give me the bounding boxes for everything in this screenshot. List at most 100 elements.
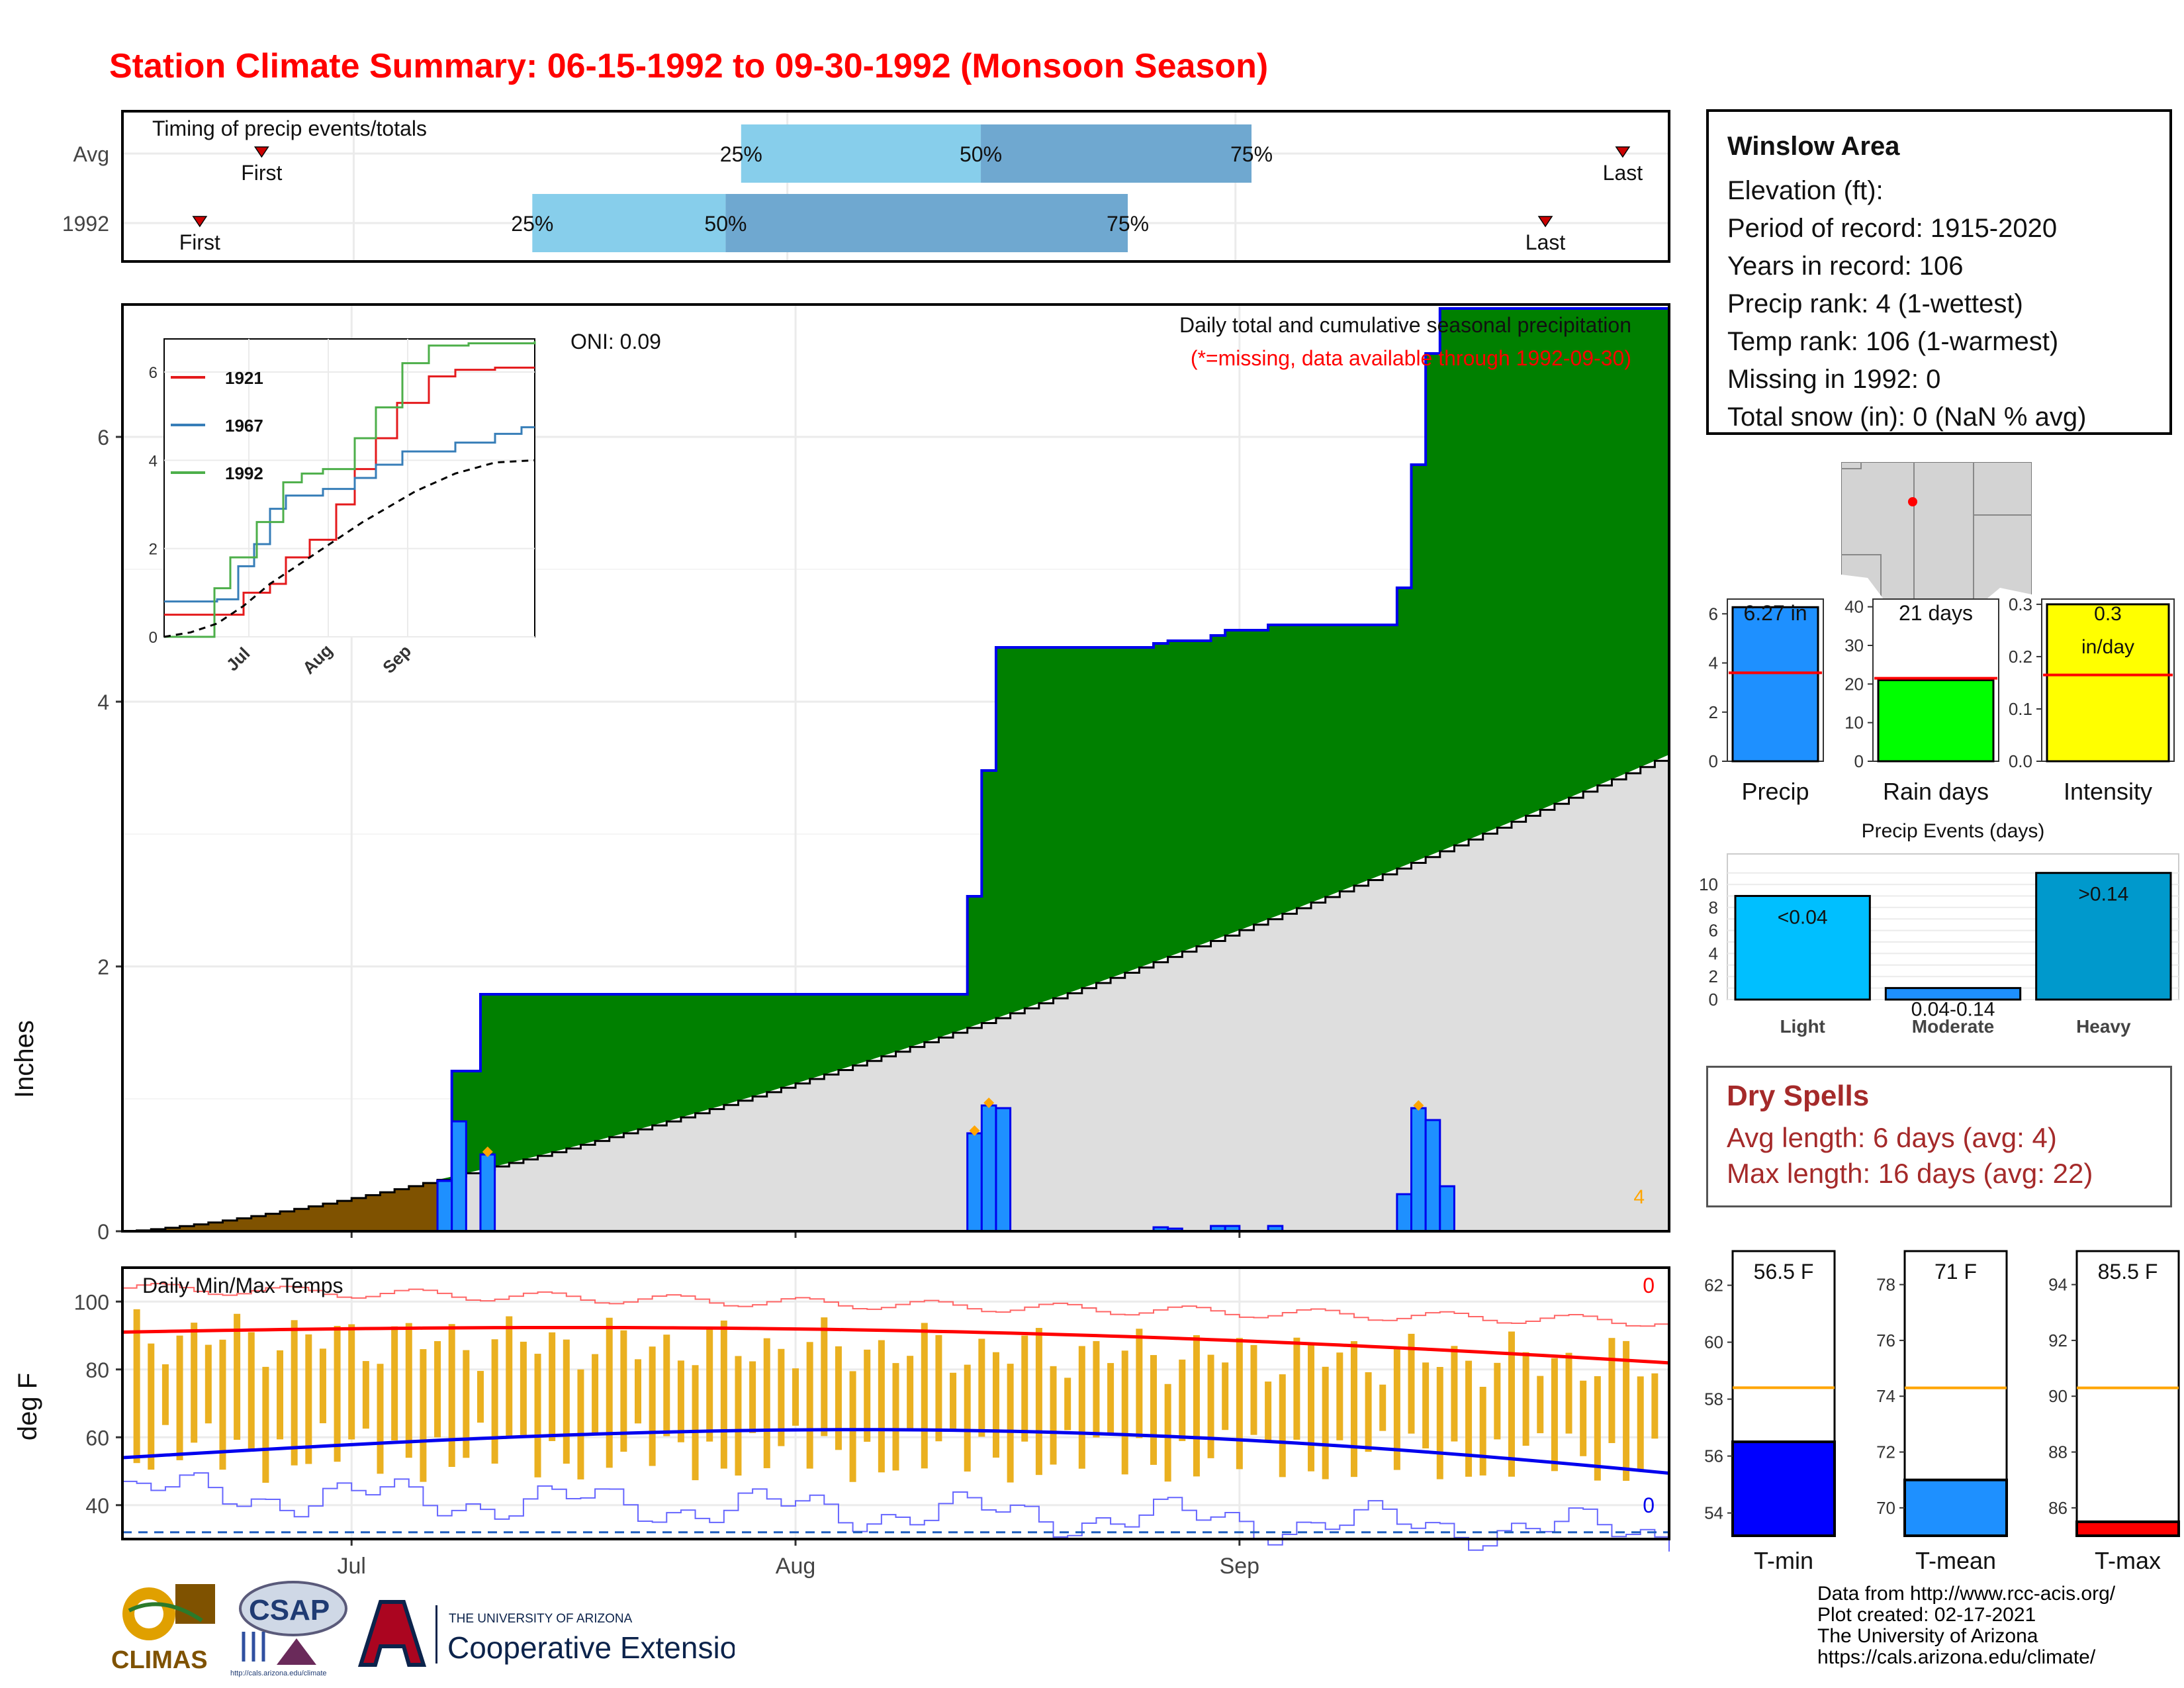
precip-marker bbox=[983, 1098, 995, 1108]
cumulative-avg-early-area bbox=[122, 1180, 452, 1231]
daily-temp-bar bbox=[334, 1326, 341, 1462]
daily-temp-bar bbox=[563, 1339, 570, 1464]
csap-url: http://cals.arizona.edu/climate bbox=[230, 1669, 327, 1677]
timing-pct-label: 75% bbox=[1230, 142, 1273, 166]
daily-temp-bar bbox=[1537, 1376, 1544, 1434]
daily-temp-bar bbox=[649, 1346, 656, 1466]
daily-temp-bar bbox=[148, 1343, 155, 1470]
tempbar-ytick-label: 58 bbox=[1704, 1389, 1723, 1409]
daily-temp-bar bbox=[1522, 1352, 1529, 1446]
daily-temp-bar bbox=[1494, 1362, 1501, 1440]
tempbar-ytick-label: 70 bbox=[1876, 1498, 1895, 1518]
daily-temp-bar bbox=[1236, 1338, 1243, 1470]
temp-frame bbox=[121, 1266, 1670, 1540]
daily-temp-bar bbox=[133, 1309, 140, 1464]
events-bar bbox=[1734, 894, 1871, 1001]
daily-temp-bar bbox=[1064, 1378, 1071, 1430]
temp-ytick-label: 60 bbox=[85, 1426, 109, 1450]
events-bar bbox=[1884, 987, 2022, 1001]
daily-temp-bar bbox=[778, 1348, 785, 1446]
minibar-ytick-label: 0 bbox=[1709, 751, 1718, 771]
main-ylabel: Inches bbox=[10, 1020, 39, 1098]
station-name: Winslow Area bbox=[1727, 132, 1900, 161]
inset-ytick-label: 6 bbox=[149, 364, 158, 382]
daily-temp-bar bbox=[1422, 1362, 1430, 1449]
daily-temp-bar bbox=[992, 1352, 999, 1458]
inset-ytick-label: 4 bbox=[149, 452, 158, 470]
daily-temp-bar bbox=[305, 1334, 312, 1464]
minibar-ytick-label: 30 bbox=[1844, 635, 1864, 655]
daily-temp-bar bbox=[1193, 1335, 1200, 1477]
tempbar-ytick-label: 62 bbox=[1704, 1276, 1723, 1295]
daily-temp-bar bbox=[1451, 1346, 1458, 1442]
daily-temp-bar bbox=[234, 1313, 241, 1440]
temp-xtick-label: Jul bbox=[337, 1554, 365, 1579]
events-ytick-label: 8 bbox=[1709, 898, 1718, 917]
daily-temp-bar bbox=[1508, 1331, 1515, 1477]
daily-temp-bar bbox=[592, 1354, 599, 1436]
minibar-ytick-label: 0.3 bbox=[2009, 594, 2032, 614]
daily-precip-bar bbox=[1410, 1107, 1427, 1233]
tempbar-ytick-label: 54 bbox=[1704, 1503, 1723, 1523]
minibar-ytick-label: 20 bbox=[1844, 674, 1864, 694]
ua-small-text: THE UNIVERSITY OF ARIZONA bbox=[449, 1612, 633, 1626]
tempbar-ytick-label: 88 bbox=[2048, 1442, 2068, 1462]
timing-row-label: Avg bbox=[73, 142, 109, 166]
dry-spells-box: Dry Spells Avg length: 6 days (avg: 4) M… bbox=[1706, 1066, 2172, 1207]
daily-temp-bar bbox=[921, 1323, 928, 1469]
timing-first-marker bbox=[253, 146, 269, 158]
daily-temp-bar bbox=[277, 1350, 284, 1440]
timing-panel: Timing of precip events/totals Avg 25% 50% 7… bbox=[62, 110, 1670, 263]
daily-temp-bar bbox=[892, 1363, 899, 1471]
timing-pct-label: 25% bbox=[511, 212, 553, 236]
daily-temp-bar bbox=[1035, 1328, 1042, 1476]
daily-temp-bar bbox=[1393, 1348, 1400, 1470]
daily-temp-bar bbox=[635, 1359, 641, 1424]
daily-temp-bar bbox=[1078, 1346, 1085, 1469]
events-bar-label: >0.14 bbox=[2078, 884, 2128, 906]
timing-last-marker bbox=[1537, 216, 1553, 228]
minibar-ytick-label: 0.0 bbox=[2009, 751, 2032, 771]
main-missing-note: (*=missing, data available through 1992-… bbox=[1191, 346, 1631, 370]
main-chart-title: Daily total and cumulative seasonal prec… bbox=[1179, 313, 1631, 337]
timing-pct-label: 50% bbox=[960, 142, 1002, 166]
events-bar-label: <0.04 bbox=[1778, 906, 1828, 928]
daily-temp-bar bbox=[720, 1320, 727, 1469]
timing-first-label: First bbox=[241, 161, 282, 185]
footer-line2: Plot created: 02-17-2021 bbox=[1817, 1604, 2036, 1626]
tempbar-bar bbox=[2075, 1520, 2180, 1538]
minibar-label: Rain days bbox=[1883, 778, 1989, 805]
daily-temp-bar bbox=[1107, 1363, 1115, 1435]
temp-xtick-label: Sep bbox=[1220, 1554, 1260, 1579]
tempbar-bar bbox=[1903, 1478, 2008, 1538]
locator-map bbox=[1841, 462, 2032, 604]
temp-ytick-label: 80 bbox=[85, 1358, 109, 1382]
timing-last-label: Last bbox=[1603, 161, 1643, 185]
daily-temp-bar bbox=[692, 1365, 699, 1481]
events-category-label: Heavy bbox=[2076, 1016, 2131, 1037]
tempbar-ytick-label: 86 bbox=[2048, 1498, 2068, 1518]
temp-xtick-label: Aug bbox=[776, 1554, 816, 1579]
daily-temp-bar bbox=[448, 1324, 455, 1467]
temp-summary-bars: 54 56 58 60 62 56.5 F T-min 70 72 74 76 78 71 F T-mea… bbox=[1704, 1250, 2180, 1574]
daily-temp-bar bbox=[1594, 1376, 1601, 1481]
footer-line4: https://cals.arizona.edu/climate/ bbox=[1817, 1646, 2096, 1668]
events-bar-label: 0.04-0.14 bbox=[1911, 999, 1995, 1021]
daily-temp-bar bbox=[1279, 1374, 1286, 1477]
cumulative-1992-line bbox=[436, 307, 1669, 1182]
daily-temp-bar bbox=[176, 1335, 183, 1460]
daily-temp-bar bbox=[1050, 1366, 1057, 1465]
minibar-label: Precip bbox=[1741, 778, 1809, 805]
tempbar-ytick-label: 60 bbox=[1704, 1333, 1723, 1352]
daily-temp-bar bbox=[978, 1338, 985, 1437]
minibar-ytick-label: 2 bbox=[1709, 702, 1718, 722]
minibar-value-label: 0.3 bbox=[2094, 603, 2122, 625]
inset-series-line bbox=[164, 426, 535, 603]
daily-temp-bar bbox=[1150, 1355, 1157, 1465]
events-category-label: Light bbox=[1780, 1016, 1825, 1037]
daily-temp-bar bbox=[878, 1340, 885, 1473]
daily-temp-bar bbox=[405, 1323, 412, 1458]
daily-precip-bar bbox=[995, 1107, 1012, 1233]
tempbar-value-label: 85.5 F bbox=[2098, 1260, 2158, 1284]
daily-temp-bar bbox=[735, 1356, 742, 1476]
